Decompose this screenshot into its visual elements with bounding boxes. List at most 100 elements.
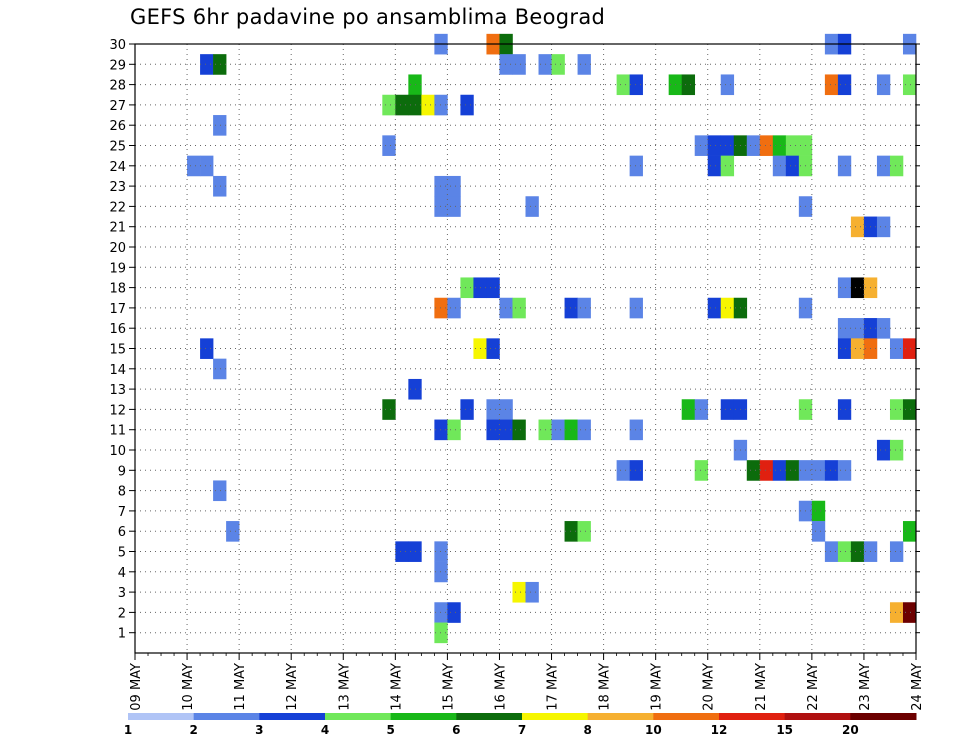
- x-tick-label: 10 MAY: [181, 663, 196, 711]
- y-tick-label: 23: [109, 180, 126, 195]
- heatmap-cell: [746, 135, 761, 156]
- heatmap-cell: [746, 460, 761, 481]
- legend-swatch: [456, 713, 523, 720]
- legend-swatch: [784, 713, 851, 720]
- chart-title: GEFS 6hr padavine po ansamblima Beograd: [130, 5, 606, 29]
- y-tick-label: 19: [109, 261, 126, 276]
- heatmap-cell: [486, 338, 500, 359]
- heatmap-cell: [200, 54, 214, 75]
- legend-label: 7: [518, 723, 526, 737]
- heatmap-cell: [434, 622, 448, 644]
- legend-swatch: [522, 713, 589, 720]
- heatmap-cell: [837, 460, 852, 481]
- heatmap-cell: [889, 155, 904, 177]
- heatmap-cell: [525, 581, 539, 603]
- heatmap-cell: [421, 94, 435, 116]
- legend-label: 4: [321, 723, 329, 737]
- y-tick-label: 10: [109, 444, 126, 459]
- heatmap-cell: [850, 541, 865, 562]
- heatmap-cell: [850, 338, 865, 359]
- x-tick-label: 21 MAY: [754, 663, 769, 711]
- heatmap-cell: [681, 399, 696, 420]
- heatmap-cell: [616, 460, 630, 481]
- heatmap-cell: [629, 155, 643, 177]
- x-tick-label: 15 MAY: [441, 663, 456, 711]
- heatmap-cell: [889, 338, 904, 359]
- heatmap-cell: [564, 419, 578, 441]
- heatmap-cell: [512, 297, 526, 319]
- heatmap-cell: [785, 460, 800, 481]
- legend-label: 15: [776, 723, 793, 737]
- heatmap-cell: [564, 521, 578, 542]
- heatmap-cell: [772, 460, 787, 481]
- heatmap-cell: [499, 419, 513, 441]
- heatmap-cell: [395, 541, 409, 562]
- heatmap-cell: [460, 399, 474, 420]
- heatmap-cell: [434, 602, 448, 623]
- heatmap-cell: [434, 175, 448, 197]
- heatmap-cell: [824, 74, 839, 96]
- heatmap-cell: [213, 115, 227, 136]
- heatmap-cell: [811, 521, 826, 542]
- heatmap-cell: [876, 74, 891, 96]
- y-tick-label: 20: [109, 241, 126, 256]
- y-tick-label: 29: [109, 58, 126, 73]
- heatmap-cell: [577, 297, 591, 319]
- heatmap-cell: [837, 74, 852, 96]
- y-tick-label: 15: [109, 343, 126, 358]
- x-tick-label: 19 MAY: [650, 663, 665, 711]
- heatmap-cell: [889, 602, 904, 623]
- heatmap-cell: [187, 155, 201, 177]
- heatmap-cell: [876, 216, 891, 238]
- heatmap-cell: [694, 460, 709, 481]
- y-tick-label: 17: [109, 302, 126, 317]
- heatmap-cell: [382, 94, 396, 116]
- heatmap-cell: [876, 318, 891, 339]
- heatmap-cell: [577, 419, 591, 441]
- heatmap-cell: [681, 74, 696, 96]
- heatmap-cell: [434, 419, 448, 441]
- heatmap-cell: [824, 541, 839, 562]
- heatmap-cell: [382, 399, 396, 420]
- heatmap-cell: [824, 460, 839, 481]
- heatmap-cell: [850, 277, 865, 299]
- heatmap-cell: [512, 54, 526, 75]
- y-tick-label: 8: [118, 485, 126, 500]
- heatmap-cell: [512, 419, 526, 441]
- heatmap-cell: [850, 318, 865, 339]
- y-tick-label: 3: [118, 586, 126, 601]
- y-tick-label: 7: [118, 505, 126, 520]
- heatmap-cell: [434, 541, 448, 562]
- legend-label: 10: [645, 723, 662, 737]
- y-tick-label: 11: [109, 424, 126, 439]
- heatmap-cell: [551, 419, 565, 441]
- y-tick-label: 4: [118, 566, 126, 581]
- heatmap-cell: [486, 419, 500, 441]
- y-tick-label: 12: [109, 403, 126, 418]
- legend-label: 8: [583, 723, 591, 737]
- x-tick-label: 09 MAY: [129, 663, 144, 711]
- heatmap-cell: [460, 277, 474, 299]
- legend-swatch: [259, 713, 326, 720]
- heatmap-cell: [551, 54, 565, 75]
- heatmap-cell: [447, 196, 461, 217]
- y-tick-label: 18: [109, 282, 126, 297]
- heatmap-cell: [889, 439, 904, 461]
- x-tick-label: 17 MAY: [546, 663, 561, 711]
- x-tick-label: 23 MAY: [858, 663, 873, 711]
- y-tick-label: 2: [118, 606, 126, 621]
- y-tick-label: 24: [109, 160, 126, 175]
- legend-swatch: [587, 713, 654, 720]
- heatmap-cell: [564, 297, 578, 319]
- heatmap-cell: [200, 155, 214, 177]
- heatmap-cell: [876, 439, 891, 461]
- heatmap-cell: [382, 135, 396, 156]
- heatmap-cell: [486, 277, 500, 299]
- y-tick-label: 21: [109, 221, 126, 236]
- heatmap-cell: [499, 399, 513, 420]
- heatmap-cell: [785, 135, 800, 156]
- legend-label: 1: [124, 723, 132, 737]
- heatmap-cell: [434, 561, 448, 583]
- heatmap-cell: [811, 460, 826, 481]
- y-tick-label: 6: [118, 525, 126, 540]
